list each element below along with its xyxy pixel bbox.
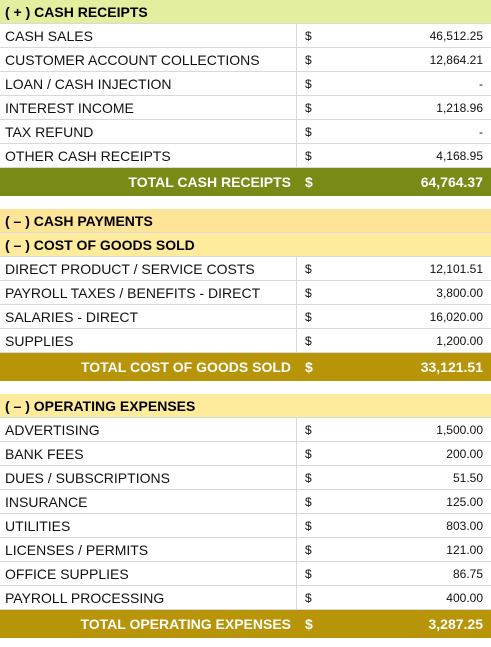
table-row[interactable]: LICENSES / PERMITS $121.00 bbox=[0, 538, 491, 562]
row-amount[interactable]: 1,218.96 bbox=[436, 100, 483, 115]
currency-symbol[interactable]: $ bbox=[305, 566, 312, 581]
table-row[interactable]: LOAN / CASH INJECTION $ - bbox=[0, 72, 491, 96]
currency-symbol: $ bbox=[305, 616, 313, 632]
total-label: TOTAL OPERATING EXPENSES bbox=[80, 616, 291, 632]
row-label[interactable]: SUPPLIES bbox=[0, 329, 297, 352]
section-gap bbox=[0, 196, 491, 209]
cash-payments-header: ( – ) CASH PAYMENTS bbox=[0, 209, 491, 233]
currency-symbol[interactable]: $ bbox=[305, 542, 312, 557]
currency-symbol[interactable]: $ bbox=[305, 100, 312, 115]
row-amount[interactable]: 4,168.95 bbox=[436, 148, 483, 163]
total-amount: 64,764.37 bbox=[420, 174, 483, 190]
total-cogs-row[interactable]: TOTAL COST OF GOODS SOLD $ 33,121.51 bbox=[0, 353, 491, 381]
table-row[interactable]: PAYROLL TAXES / BENEFITS - DIRECT $3,800.… bbox=[0, 281, 491, 305]
row-amount[interactable]: 16,020.00 bbox=[429, 309, 483, 324]
cash-receipts-header: ( + ) CASH RECEIPTS bbox=[0, 0, 491, 24]
currency-symbol: $ bbox=[305, 359, 313, 375]
total-operating-expenses-row[interactable]: TOTAL OPERATING EXPENSES $ 3,287.25 bbox=[0, 610, 491, 638]
row-amount[interactable]: 12,101.51 bbox=[429, 261, 483, 276]
operating-expenses-header: ( – ) OPERATING EXPENSES bbox=[0, 394, 491, 418]
row-label[interactable]: PAYROLL TAXES / BENEFITS - DIRECT bbox=[0, 281, 297, 304]
table-row[interactable]: PAYROLL PROCESSING $400.00 bbox=[0, 586, 491, 610]
row-label[interactable]: UTILITIES bbox=[0, 514, 297, 537]
row-label[interactable]: CASH SALES bbox=[0, 24, 297, 47]
currency-symbol[interactable]: $ bbox=[305, 446, 312, 461]
table-row[interactable]: CUSTOMER ACCOUNT COLLECTIONS $12,864.21 bbox=[0, 48, 491, 72]
row-amount[interactable]: 200.00 bbox=[446, 446, 483, 461]
table-row[interactable]: OFFICE SUPPLIES $86.75 bbox=[0, 562, 491, 586]
row-amount[interactable]: 803.00 bbox=[446, 518, 483, 533]
currency-symbol[interactable]: $ bbox=[305, 309, 312, 324]
row-label[interactable]: TAX REFUND bbox=[0, 120, 297, 143]
row-label[interactable]: INSURANCE bbox=[0, 490, 297, 513]
table-row[interactable]: DUES / SUBSCRIPTIONS $51.50 bbox=[0, 466, 491, 490]
row-amount[interactable]: - bbox=[479, 76, 483, 91]
table-row[interactable]: OTHER CASH RECEIPTS $4,168.95 bbox=[0, 144, 491, 168]
currency-symbol[interactable]: $ bbox=[305, 590, 312, 605]
total-amount: 3,287.25 bbox=[428, 616, 484, 632]
section-gap bbox=[0, 381, 491, 394]
row-amount[interactable]: 3,800.00 bbox=[436, 285, 483, 300]
row-label[interactable]: DIRECT PRODUCT / SERVICE COSTS bbox=[0, 257, 297, 280]
currency-symbol: $ bbox=[305, 174, 313, 190]
row-amount[interactable]: 1,200.00 bbox=[436, 333, 483, 348]
cogs-rows: DIRECT PRODUCT / SERVICE COSTS $12,101.51… bbox=[0, 257, 491, 353]
row-amount[interactable]: 1,500.00 bbox=[436, 422, 483, 437]
total-label: TOTAL COST OF GOODS SOLD bbox=[80, 359, 291, 375]
row-label[interactable]: ADVERTISING bbox=[0, 418, 297, 441]
row-label[interactable]: INTEREST INCOME bbox=[0, 96, 297, 119]
currency-symbol[interactable]: $ bbox=[305, 333, 312, 348]
currency-symbol[interactable]: $ bbox=[305, 28, 312, 43]
table-row[interactable]: DIRECT PRODUCT / SERVICE COSTS $12,101.51 bbox=[0, 257, 491, 281]
cogs-header: ( – ) COST OF GOODS SOLD bbox=[0, 233, 491, 257]
row-label[interactable]: BANK FEES bbox=[0, 442, 297, 465]
row-label[interactable]: PAYROLL PROCESSING bbox=[0, 586, 297, 609]
currency-symbol[interactable]: $ bbox=[305, 148, 312, 163]
table-row[interactable]: ADVERTISING $1,500.00 bbox=[0, 418, 491, 442]
row-amount[interactable]: 86.75 bbox=[452, 566, 483, 581]
row-label[interactable]: LICENSES / PERMITS bbox=[0, 538, 297, 561]
row-label[interactable]: CUSTOMER ACCOUNT COLLECTIONS bbox=[0, 48, 297, 71]
row-amount[interactable]: 51.50 bbox=[452, 470, 483, 485]
row-amount[interactable]: - bbox=[479, 124, 483, 139]
row-amount[interactable]: 121.00 bbox=[446, 542, 483, 557]
row-label[interactable]: OFFICE SUPPLIES bbox=[0, 562, 297, 585]
table-row[interactable]: SALARIES - DIRECT $16,020.00 bbox=[0, 305, 491, 329]
currency-symbol[interactable]: $ bbox=[305, 52, 312, 67]
currency-symbol[interactable]: $ bbox=[305, 124, 312, 139]
table-row[interactable]: TAX REFUND $ - bbox=[0, 120, 491, 144]
operating-expenses-rows: ADVERTISING $1,500.00 BANK FEES $200.00 DUES… bbox=[0, 418, 491, 610]
table-row[interactable]: UTILITIES $803.00 bbox=[0, 514, 491, 538]
currency-symbol[interactable]: $ bbox=[305, 518, 312, 533]
cash-receipts-rows: CASH SALES $46,512.25 CUSTOMER ACCOUNT COL… bbox=[0, 24, 491, 168]
currency-symbol[interactable]: $ bbox=[305, 285, 312, 300]
table-row[interactable]: INTEREST INCOME $1,218.96 bbox=[0, 96, 491, 120]
row-label[interactable]: LOAN / CASH INJECTION bbox=[0, 72, 297, 95]
row-amount[interactable]: 400.00 bbox=[446, 590, 483, 605]
currency-symbol[interactable]: $ bbox=[305, 494, 312, 509]
total-amount: 33,121.51 bbox=[420, 359, 483, 375]
row-amount[interactable]: 125.00 bbox=[446, 494, 483, 509]
total-label: TOTAL CASH RECEIPTS bbox=[128, 174, 291, 190]
row-label[interactable]: DUES / SUBSCRIPTIONS bbox=[0, 466, 297, 489]
currency-symbol[interactable]: $ bbox=[305, 261, 312, 276]
currency-symbol[interactable]: $ bbox=[305, 470, 312, 485]
row-amount[interactable]: 12,864.21 bbox=[429, 52, 483, 67]
table-row[interactable]: BANK FEES $200.00 bbox=[0, 442, 491, 466]
row-label[interactable]: OTHER CASH RECEIPTS bbox=[0, 144, 297, 167]
table-row[interactable]: CASH SALES $46,512.25 bbox=[0, 24, 491, 48]
currency-symbol[interactable]: $ bbox=[305, 76, 312, 91]
total-cash-receipts-row[interactable]: TOTAL CASH RECEIPTS $ 64,764.37 bbox=[0, 168, 491, 196]
table-row[interactable]: SUPPLIES $1,200.00 bbox=[0, 329, 491, 353]
currency-symbol[interactable]: $ bbox=[305, 422, 312, 437]
table-row[interactable]: INSURANCE $125.00 bbox=[0, 490, 491, 514]
row-amount[interactable]: 46,512.25 bbox=[429, 28, 483, 43]
row-label[interactable]: SALARIES - DIRECT bbox=[0, 305, 297, 328]
